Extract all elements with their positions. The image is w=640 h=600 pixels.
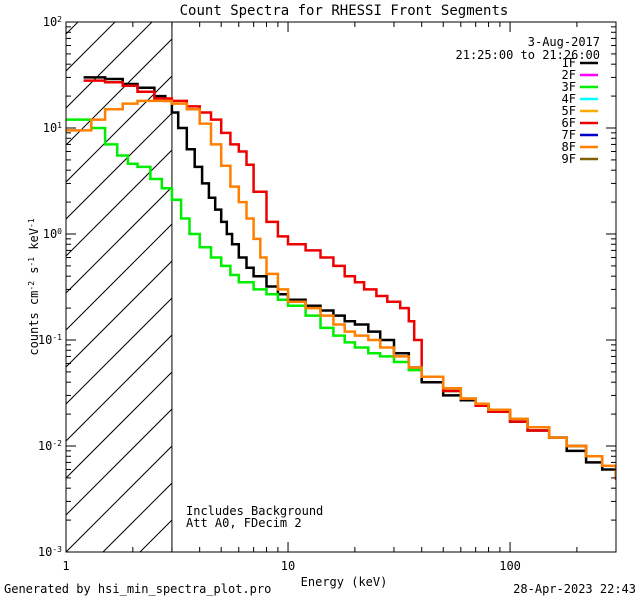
hatch-line [0,0,26,552]
hatch-line [66,334,172,442]
footer-timestamp: 28-Apr-2023 22:43 [513,582,636,596]
chart-title: Count Spectra for RHESSI Front Segments [180,3,509,19]
hatch-line [325,0,640,552]
annotation-background: Includes Background [186,504,323,518]
hatch-line [66,38,172,146]
y-tick-label: 101 [43,121,62,136]
annotation-attenuator: Att A0, FDecim 2 [186,516,302,530]
y-tick-label: 102 [43,15,62,30]
legend-label: 8F [562,140,576,154]
plot-frame [65,21,617,553]
x-axis: 1 10 100 [62,22,617,573]
hatch-line [66,260,172,368]
y-tick-label: 10-2 [38,439,62,454]
hatch-line [66,223,172,331]
date-label: 3-Aug-2017 [528,35,600,49]
series-line-8F [66,99,616,478]
hatch-line [66,112,172,220]
hatch-line [0,0,100,552]
y-axis-label: counts cm-2 s-1 keV-1 [27,218,42,355]
legend-label: 1F [562,56,576,70]
legend-label: 7F [562,128,576,142]
x-tick-label: 1 [62,559,69,573]
hatch-line [66,149,172,257]
hatch-line [621,0,640,552]
hatch-line [66,408,172,516]
hatch-line [251,0,640,552]
excluded-energy-hatch [0,0,640,552]
footer-generator: Generated by hsi_min_spectra_plot.pro [4,582,272,596]
legend-label: 3F [562,80,576,94]
hatch-line [66,297,172,405]
legend-label: 4F [562,92,576,106]
hatch-line [66,75,172,183]
hatch-line [66,371,172,479]
legend-label: 9F [562,152,576,166]
hatch-line [288,0,640,552]
hatch-line [102,482,172,552]
x-axis-label: Energy (keV) [301,575,388,589]
series-line-6F [83,79,616,480]
time-range-label: 21:25:00 to 21:26:00 [456,48,601,62]
legend-label: 6F [562,116,576,130]
x-tick-label: 100 [499,559,521,573]
hatch-line [66,22,153,109]
y-tick-label: 10-3 [38,545,62,560]
y-tick-label: 10-1 [38,333,62,348]
hatch-line [362,0,640,552]
hatch-line [66,22,116,72]
y-axis: 102 101 100 10-1 10-2 10-3 [38,15,616,560]
legend-label: 2F [562,68,576,82]
hatch-line [66,186,172,294]
legend-label: 5F [562,104,576,118]
y-tick-label: 100 [43,227,62,242]
series-layer [66,76,616,480]
x-tick-label: 10 [281,559,295,573]
